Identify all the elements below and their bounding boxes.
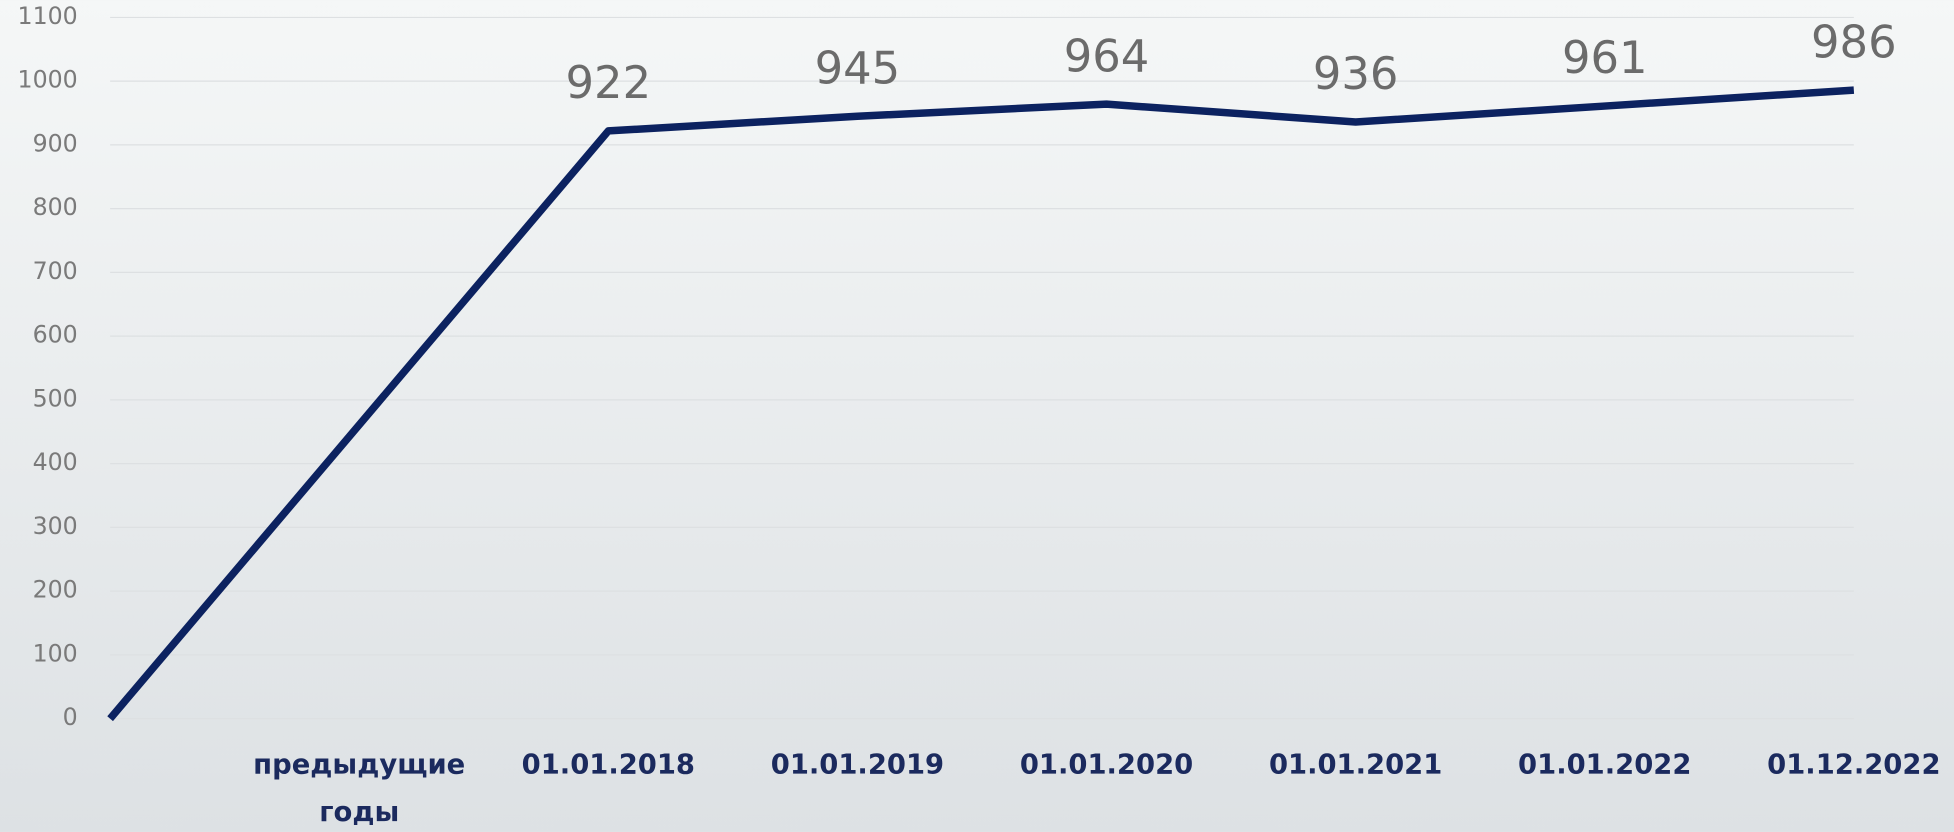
y-tick-label: 1100 [18, 2, 78, 30]
x-tick-label-box: предыдущие годы [253, 749, 466, 829]
data-label: 945 [815, 41, 901, 94]
x-tick-label: 01.12.2022 [1767, 749, 1941, 781]
data-label: 986 [1811, 15, 1897, 68]
data-label: 936 [1313, 47, 1399, 100]
y-tick-label: 800 [33, 193, 78, 221]
x-tick-label-box: 01.01.2018 [521, 749, 696, 781]
data-line [107, 86, 1855, 722]
x-tick-label: 01.01.2019 [770, 749, 945, 781]
y-tick-label: 700 [33, 257, 78, 285]
y-tick-label: 200 [33, 576, 78, 604]
x-tick-label: 01.01.2018 [521, 749, 696, 781]
x-tick-label-box: 01.01.2020 [1019, 749, 1194, 781]
x-tick-label-box: 01.12.2022 [1767, 749, 1941, 781]
y-tick-label: 600 [33, 321, 78, 349]
x-tick-label: 01.01.2020 [1019, 749, 1194, 781]
x-tick-label-box: 01.01.2019 [770, 749, 945, 781]
y-tick-label: 0 [63, 703, 78, 731]
data-label: 961 [1562, 31, 1648, 84]
data-label: 964 [1064, 29, 1150, 82]
x-tick-label: 01.01.2021 [1268, 749, 1443, 781]
x-tick-label: предыдущие годы [253, 749, 466, 829]
y-tick-label: 300 [33, 512, 78, 540]
x-tick-label-box: 01.01.2022 [1518, 749, 1692, 781]
y-tick-label: 100 [33, 639, 78, 667]
data-label: 922 [566, 56, 652, 109]
x-tick-label-box: 01.01.2021 [1268, 749, 1443, 781]
x-tick-label: 01.01.2022 [1518, 749, 1692, 781]
y-tick-label: 900 [33, 129, 78, 157]
y-tick-label: 400 [33, 448, 78, 476]
y-tick-label: 1000 [18, 66, 78, 94]
y-tick-label: 500 [33, 384, 78, 412]
